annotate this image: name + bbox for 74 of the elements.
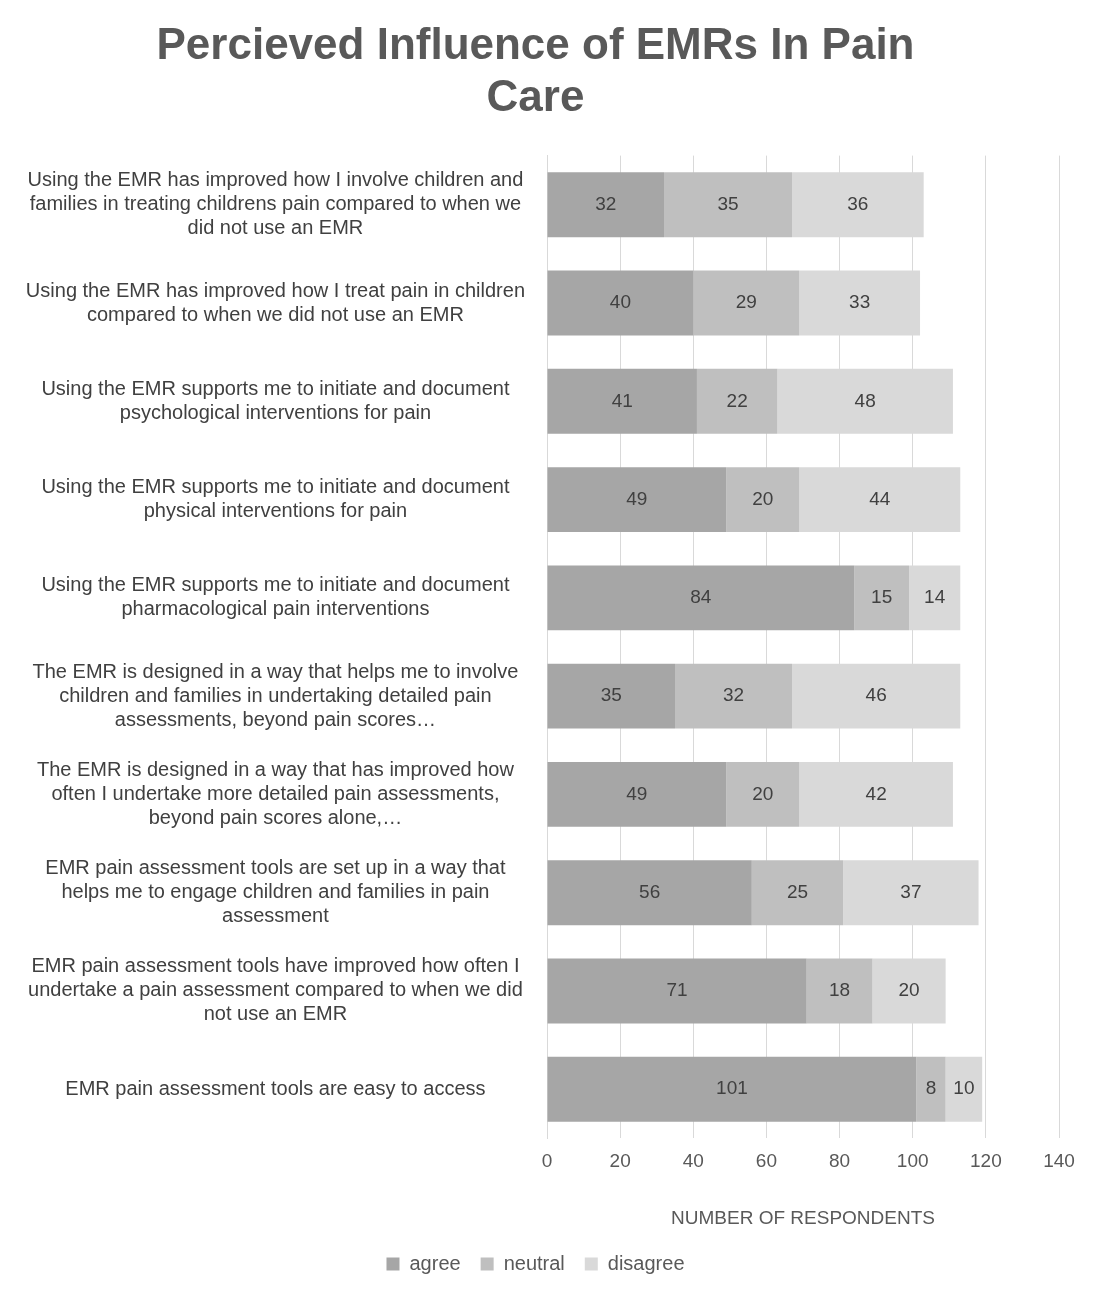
data-label: 25	[786, 880, 809, 902]
y-tick-label: Using the EMR supports me to initiate and document psychological interventions for pain	[41, 376, 510, 423]
x-tick-label: 120	[970, 1150, 1002, 1172]
bar	[693, 270, 800, 336]
data-label: 48	[854, 389, 876, 411]
y-tick-label: Using the EMR supports me to initiate and document physical interventions for pain	[41, 475, 510, 522]
legend-label: neutral	[503, 1251, 565, 1274]
data-label: 84	[690, 586, 712, 608]
bar	[726, 761, 800, 827]
data-label: 29	[735, 291, 757, 313]
data-label: 32	[595, 192, 617, 214]
bar	[675, 663, 793, 729]
data-label: 33	[849, 291, 871, 313]
data-label: 56	[639, 880, 661, 902]
data-label: 35	[600, 684, 622, 706]
data-label: 40	[609, 291, 631, 313]
bar	[547, 1056, 917, 1122]
bar	[854, 565, 910, 631]
y-tick-label: The EMR is designed in a way that has improved how often I undertake more detailed pain assessments, beyond pain scores alone,…	[36, 757, 515, 828]
data-label: 41	[611, 389, 633, 411]
x-tick-label: 80	[829, 1150, 851, 1172]
data-label: 101	[716, 1077, 748, 1099]
data-label: 20	[898, 979, 920, 1001]
bar	[547, 467, 727, 533]
data-label: 14	[924, 586, 946, 608]
bar	[547, 368, 697, 434]
y-tick-label: EMR pain assessment tools are set up in a way that helps me to engage children and families in pain assessment	[45, 856, 506, 927]
bar	[547, 172, 665, 238]
x-tick-label: 100	[896, 1150, 929, 1172]
bar	[547, 270, 694, 336]
data-label: 37	[900, 880, 922, 902]
x-tick-label: 60	[755, 1150, 777, 1172]
data-label: 44	[869, 487, 891, 509]
data-label: 22	[726, 389, 748, 411]
bar	[726, 467, 800, 533]
bar	[806, 958, 873, 1024]
bar	[547, 958, 807, 1024]
x-tick-label: 40	[682, 1150, 704, 1172]
x-axis-title: NUMBER OF RESPONDENTS	[671, 1206, 935, 1228]
x-tick-label: 140	[1043, 1150, 1075, 1172]
data-label: 49	[626, 487, 648, 509]
data-label: 20	[752, 487, 774, 509]
data-label: 71	[666, 979, 688, 1001]
bar	[696, 368, 778, 434]
y-tick-label: Using the EMR has improved how I involve children and families in treating childrens pain compared to when we did not use an EMR	[27, 168, 524, 239]
chart-title: Percieved Influence of EMRs In Pain Care	[156, 18, 915, 121]
data-label: 8	[925, 1077, 937, 1099]
bar	[547, 761, 727, 827]
data-label: 18	[829, 979, 851, 1001]
y-tick-label: The EMR is designed in a way that helps me to involve children and families in undertaking detailed pain assessments, beyond pain scores…	[32, 659, 519, 730]
data-label: 10	[953, 1077, 975, 1099]
bar	[664, 172, 793, 238]
x-tick-label: 0	[541, 1150, 553, 1172]
data-label: 42	[865, 782, 887, 804]
data-label: 46	[865, 684, 887, 706]
bar	[916, 1056, 946, 1122]
y-tick-label: EMR pain assessment tools are easy to access	[65, 1076, 486, 1099]
bar	[547, 663, 675, 729]
bar	[547, 565, 855, 631]
data-label: 35	[717, 192, 739, 214]
bar	[751, 860, 844, 926]
data-label: 36	[847, 192, 869, 214]
bar	[945, 1056, 983, 1122]
data-label: 20	[752, 782, 774, 804]
data-label: 32	[722, 684, 745, 706]
y-tick-label: Using the EMR supports me to initiate and document pharmacological pain interventions	[41, 573, 510, 620]
legend-label: agree	[409, 1251, 461, 1274]
y-tick-label: Using the EMR has improved how I treat pain in children compared to when we did not use an EMR	[25, 278, 525, 325]
data-label: 49	[626, 782, 648, 804]
legend-label: disagree	[607, 1251, 685, 1274]
y-tick-label: EMR pain assessment tools have improved how often I undertake a pain assessment compared to when we did not use an EMR	[28, 954, 523, 1025]
data-label: 15	[871, 586, 893, 608]
bar	[547, 860, 752, 926]
x-tick-label: 20	[609, 1150, 631, 1172]
